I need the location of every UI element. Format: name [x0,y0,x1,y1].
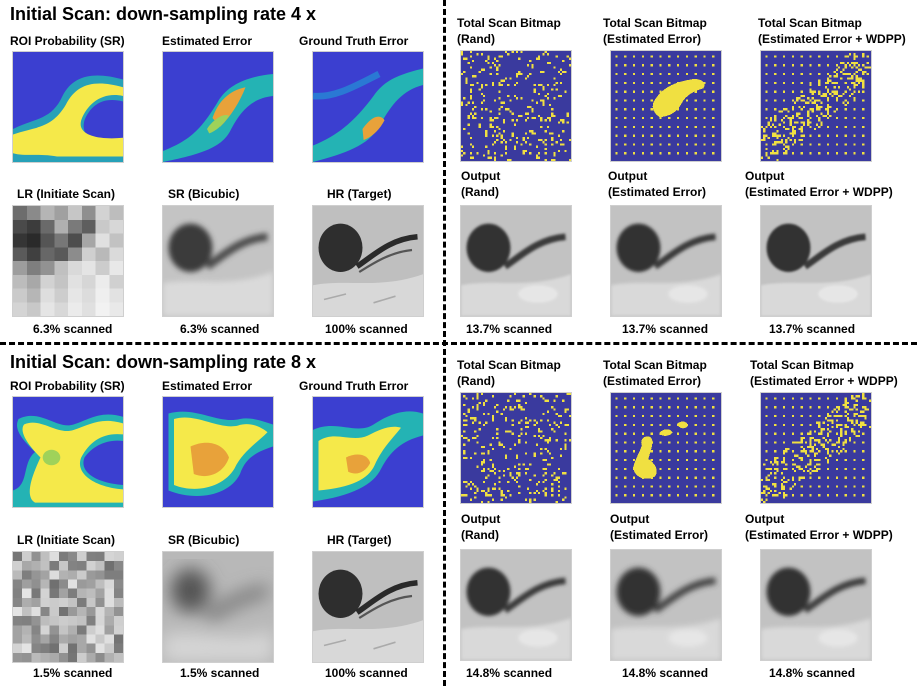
block1-caption-out-rand: 13.7% scanned [466,322,553,336]
block1-output-wdpp-label-l2: (Estimated Error + WDPP) [745,185,893,199]
block1-heatmap-est [162,51,274,163]
block2-output-rand-label: Output (Rand) [461,511,500,543]
block1-label-hr: HR (Target) [327,187,392,201]
block2-bitmap-est [610,392,722,504]
block2-bitmap-rand-label: Total Scan Bitmap (Rand) [457,357,561,389]
block1-output-est [610,205,722,317]
block1-output-wdpp-label-l1: Output [745,169,785,183]
block1-caption-lr: 6.3% scanned [33,322,113,336]
block2-caption-out-rand: 14.8% scanned [466,666,553,680]
block1-label-gt: Ground Truth Error [299,34,409,48]
block2-caption-sr: 1.5% scanned [180,666,260,680]
block2-output-wdpp-label-l1: Output [745,512,785,526]
block2-image-lr [12,551,124,663]
block1-label-lr: LR (Initiate Scan) [17,187,116,201]
block1-bitmap-est-label: Total Scan Bitmap (Estimated Error) [603,15,707,47]
block2-bitmap-wdpp-label-l1: Total Scan Bitmap [750,358,854,372]
block1-output-rand-label: Output (Rand) [461,168,500,200]
block1-label-roi: ROI Probability (SR) [10,34,125,48]
block1-bitmap-wdpp-label: Total Scan Bitmap (Estimated Error + WDP… [758,15,906,47]
block2-label-hr: HR (Target) [327,533,392,547]
block2-heatmap-gt [312,396,424,508]
block1-title: Initial Scan: down-sampling rate 4 x [10,4,317,24]
block1-caption-out-est: 13.7% scanned [622,322,709,336]
block2-label-roi: ROI Probability (SR) [10,379,125,393]
block2-bitmap-rand-label-l1: Total Scan Bitmap [457,358,561,372]
block1-bitmap-wdpp-label-l2: (Estimated Error + WDPP) [758,32,906,46]
block2-title: Initial Scan: down-sampling rate 8 x [10,352,317,372]
block1-output-rand-label-l1: Output [461,169,501,183]
block1-image-sr [162,205,274,317]
block2-output-est-label: Output (Estimated Error) [610,511,708,543]
block1-bitmap-rand [460,50,572,162]
block1-bitmap-rand-label: Total Scan Bitmap (Rand) [457,15,561,47]
block1-bitmap-wdpp-label-l1: Total Scan Bitmap [758,16,862,30]
block1-heatmap-roi [12,51,124,163]
block2-bitmap-rand [460,392,572,504]
block1-output-est-label-l2: (Estimated Error) [608,185,707,199]
block1-output-rand-label-l2: (Rand) [461,185,499,199]
block1-output-est-label-l1: Output [608,169,648,183]
block1-caption-hr: 100% scanned [325,322,408,336]
block2-heatmap-est [162,396,274,508]
horizontal-divider [0,342,917,345]
block2-output-wdpp-label-l2: (Estimated Error + WDPP) [745,528,893,542]
block2-bitmap-est-label: Total Scan Bitmap (Estimated Error) [603,357,707,389]
block2-caption-out-wdpp: 14.8% scanned [769,666,856,680]
block1-heatmap-gt [312,51,424,163]
block2-bitmap-wdpp-label-l2: (Estimated Error + WDPP) [750,374,898,388]
block1-bitmap-rand-label-l1: Total Scan Bitmap [457,16,561,30]
block1-output-est-label: Output (Estimated Error) [608,168,706,200]
block2-caption-lr: 1.5% scanned [33,666,113,680]
block2-image-sr [162,551,274,663]
block2-label-sr: SR (Bicubic) [168,533,240,547]
block1-image-lr [12,205,124,317]
block2-bitmap-est-label-l2: (Estimated Error) [603,374,702,388]
block1-label-est: Estimated Error [162,34,253,48]
block2-output-rand [460,549,572,661]
block1-bitmap-est-label-l1: Total Scan Bitmap [603,16,707,30]
block2-output-rand-label-l1: Output [461,512,501,526]
block2-caption-out-est: 14.8% scanned [622,666,709,680]
block2-caption-hr: 100% scanned [325,666,408,680]
block1-bitmap-est [610,50,722,162]
block2-label-gt: Ground Truth Error [299,379,409,393]
block1-output-wdpp-label: Output (Estimated Error + WDPP) [745,168,893,200]
block1-output-wdpp [760,205,872,317]
block2-output-est [610,549,722,661]
block2-output-est-label-l1: Output [610,512,650,526]
block2-image-hr [312,551,424,663]
block1-bitmap-est-label-l2: (Estimated Error) [603,32,702,46]
block1-image-hr [312,205,424,317]
block1-label-sr: SR (Bicubic) [168,187,240,201]
block2-output-est-label-l2: (Estimated Error) [610,528,709,542]
block2-label-est: Estimated Error [162,379,253,393]
block1-caption-out-wdpp: 13.7% scanned [769,322,856,336]
block2-output-rand-label-l2: (Rand) [461,528,499,542]
block2-output-wdpp-label: Output (Estimated Error + WDPP) [745,511,893,543]
block2-bitmap-wdpp [760,392,872,504]
block1-output-rand [460,205,572,317]
block1-bitmap-rand-label-l2: (Rand) [457,32,495,46]
block2-bitmap-est-label-l1: Total Scan Bitmap [603,358,707,372]
block2-bitmap-wdpp-label: Total Scan Bitmap (Estimated Error + WDP… [750,357,898,389]
block2-label-lr: LR (Initiate Scan) [17,533,116,547]
block2-output-wdpp [760,549,872,661]
block2-heatmap-roi [12,396,124,508]
block1-caption-sr: 6.3% scanned [180,322,260,336]
block2-bitmap-rand-label-l2: (Rand) [457,374,495,388]
block1-bitmap-wdpp [760,50,872,162]
